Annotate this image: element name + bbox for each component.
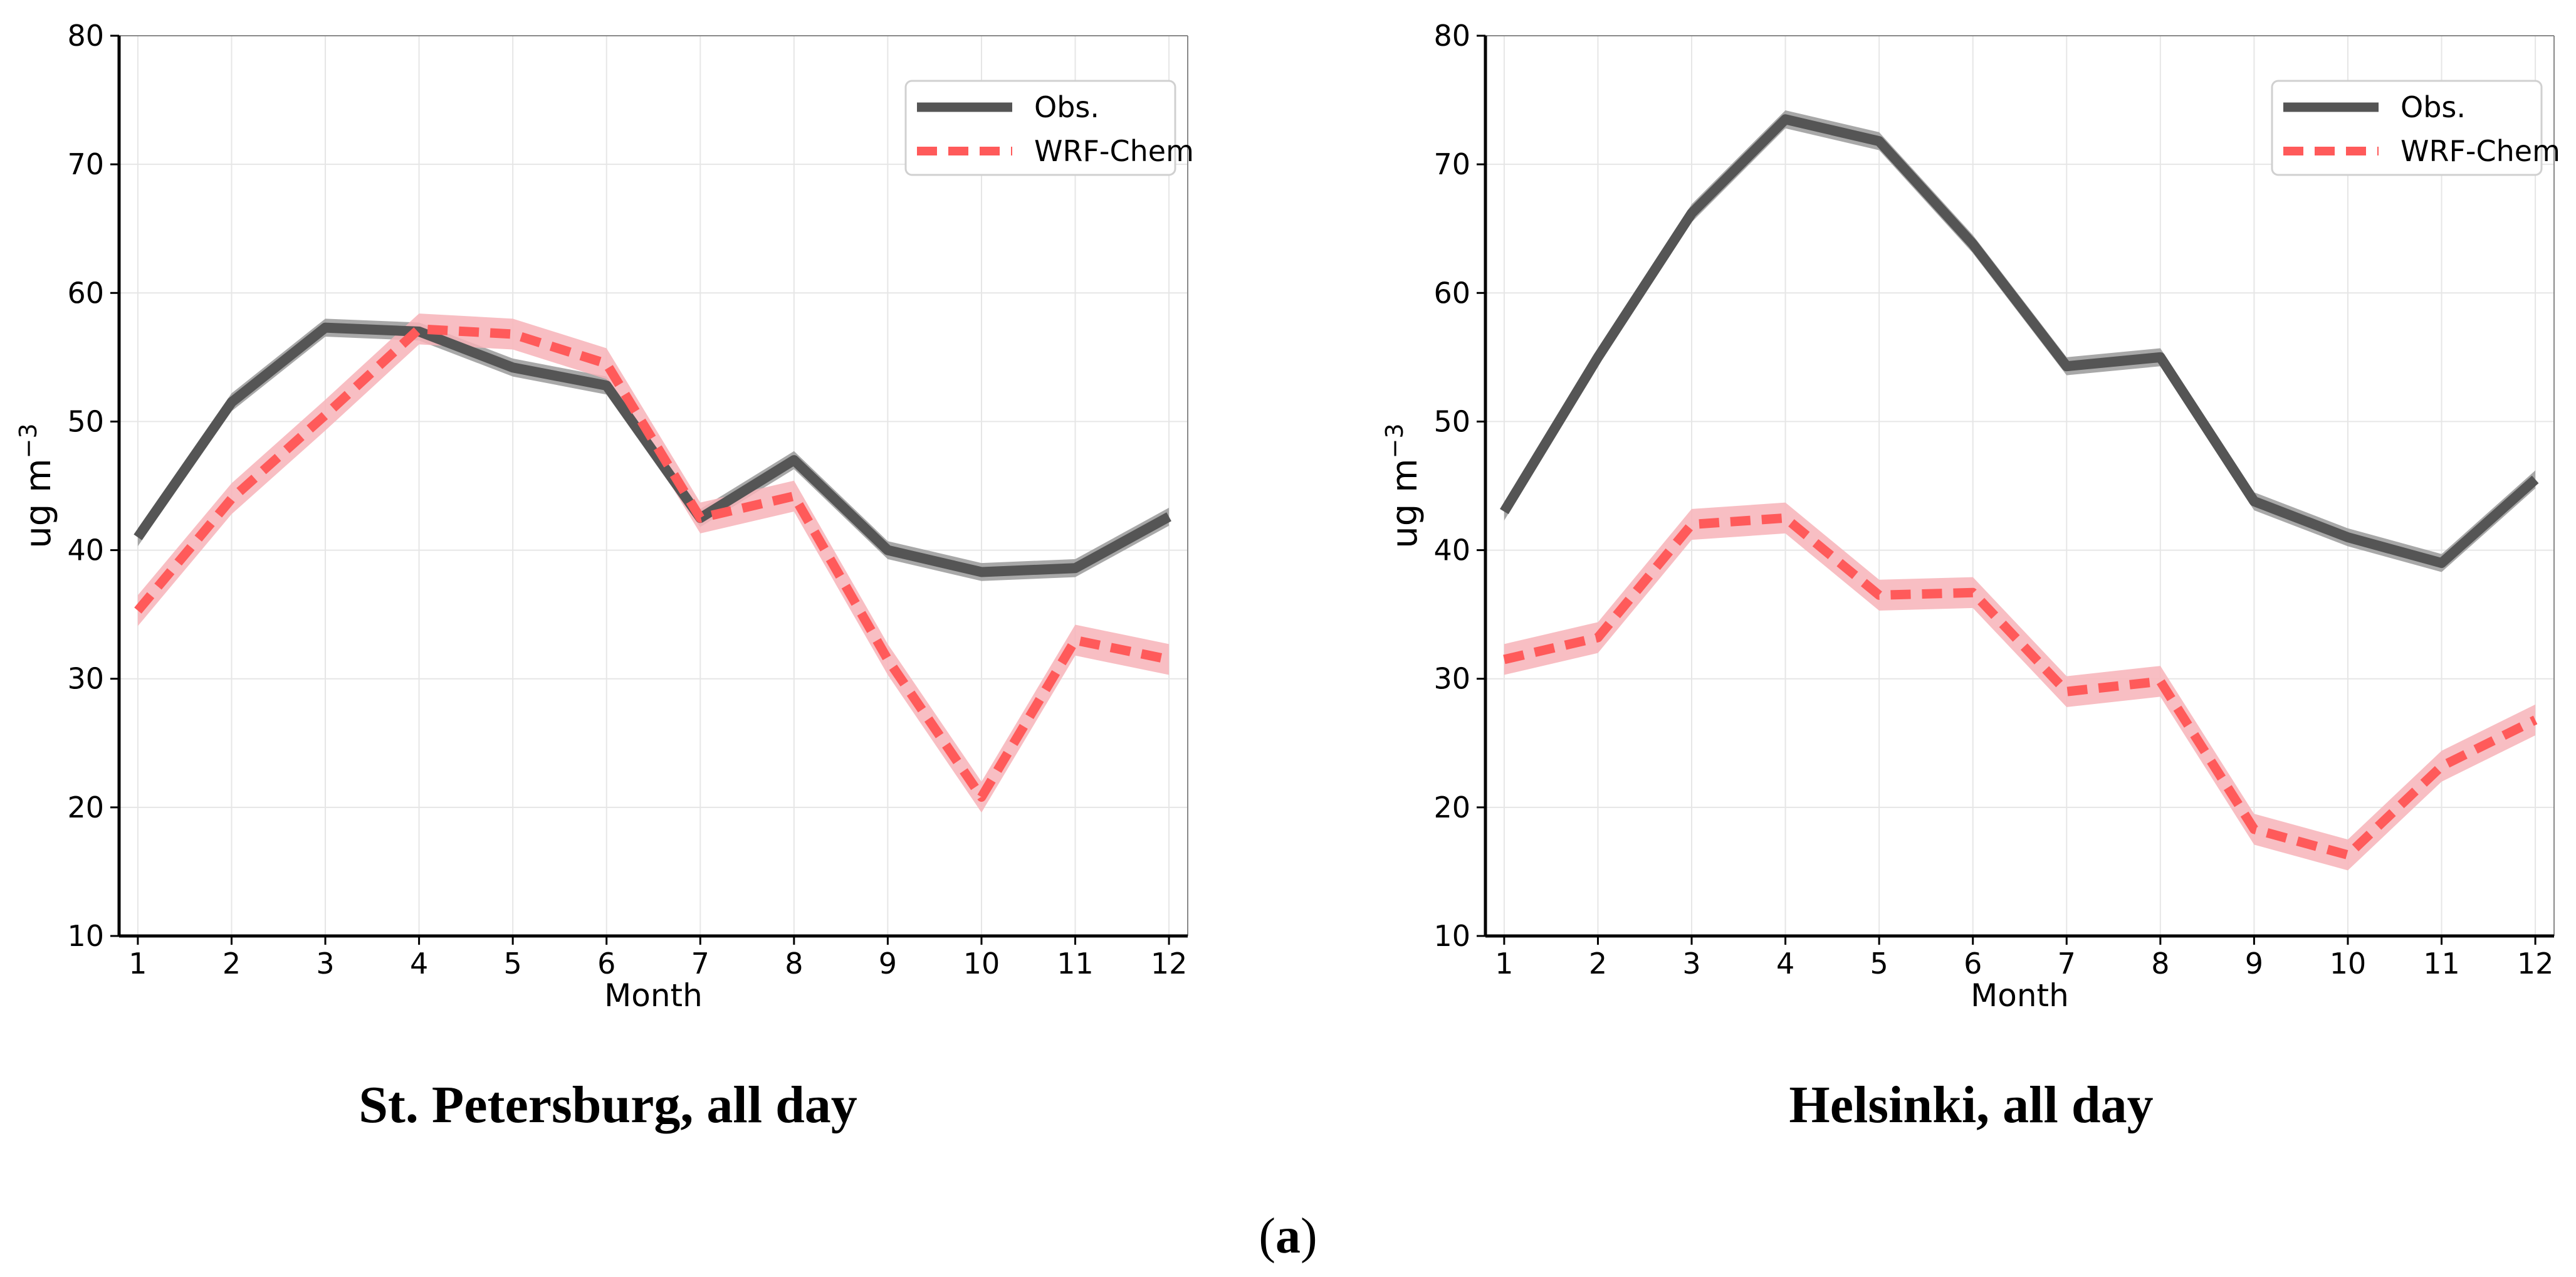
chart-1-obs-series-line — [1500, 114, 2539, 569]
chart-0-y-axis-label-exponent: −3 — [14, 423, 42, 458]
chart-1-x-tick-label: 4 — [1776, 947, 1794, 980]
chart-0-y-axis-label-base: ug m — [18, 458, 59, 548]
chart-1-x-tick-label: 8 — [2151, 947, 2169, 980]
chart-0-x-tick-label: 5 — [504, 947, 522, 980]
chart-1-y-axis-label-exponent: −3 — [1381, 423, 1408, 458]
chart-1-x-tick-label: 11 — [2423, 947, 2460, 980]
chart-caption-helsinki: Helsinki, all day — [1789, 1076, 2153, 1134]
chart-0-y-tick-label: 70 — [67, 147, 104, 181]
chart-1-y-axis-label-base: ug m — [1385, 458, 1425, 548]
chart-0-x-tick-label: 11 — [1057, 947, 1094, 980]
chart-1-legend-label-obs: Obs. — [2401, 90, 2466, 124]
chart-1-model-series-line — [1503, 513, 2538, 860]
figure-label: (a) — [1259, 1209, 1317, 1264]
chart-0-x-tick-label: 6 — [597, 947, 615, 980]
chart-1-y-tick-label: 70 — [1433, 147, 1470, 181]
chart-1-x-tick-label: 7 — [2058, 947, 2076, 980]
chart-1-x-tick-label: 1 — [1495, 947, 1513, 980]
chart-1-y-tick-label: 60 — [1433, 276, 1470, 310]
chart-0-y-tick-label: 30 — [67, 662, 104, 696]
chart-0-y-tick-label: 80 — [67, 19, 104, 53]
chart-0-y-tick-label: 50 — [67, 404, 104, 438]
chart-1-y-tick-label: 50 — [1433, 404, 1470, 438]
chart-1-y-tick-label: 10 — [1433, 919, 1470, 953]
chart-0-x-tick-label: 8 — [785, 947, 803, 980]
chart-0-x-tick-label: 4 — [410, 947, 428, 980]
figure-label-open: ( — [1259, 1209, 1275, 1264]
chart-0-legend-label-model: WRF-Chem — [1034, 134, 1194, 168]
chart-1-y-tick-label: 80 — [1433, 19, 1470, 53]
chart-1-x-tick-label: 5 — [1870, 947, 1888, 980]
chart-caption-st-petersburg: St. Petersburg, all day — [359, 1076, 857, 1134]
chart-0-y-tick-label: 10 — [67, 919, 104, 953]
chart-0-x-axis-label: Month — [604, 977, 703, 1014]
chart-0-obs-series-line — [134, 322, 1171, 577]
chart-0-y-tick-label: 20 — [67, 791, 104, 824]
chart-0-x-tick-label: 1 — [128, 947, 147, 980]
chart-0-model-uncertainty-band — [137, 313, 1170, 813]
chart-1-x-tick-label: 10 — [2330, 947, 2367, 980]
chart-1-legend-label-model: WRF-Chem — [2401, 134, 2560, 168]
chart-0-x-tick-label: 9 — [879, 947, 897, 980]
chart-1-y-tick-label: 20 — [1433, 791, 1470, 824]
chart-1-obs-uncertainty-band — [1504, 110, 2536, 572]
chart-0-x-tick-label: 12 — [1151, 947, 1188, 980]
chart-0-y-tick-label: 60 — [67, 276, 104, 310]
chart-1-y-tick-label: 40 — [1433, 533, 1470, 567]
chart-1-legend: Obs. WRF-Chem — [2271, 80, 2560, 176]
chart-1-x-tick-label: 3 — [1682, 947, 1700, 980]
chart-0-y-axis-label: ug m−3 — [14, 423, 59, 548]
chart-1-x-tick-label: 9 — [2245, 947, 2263, 980]
chart-0-legend: Obs. WRF-Chem — [904, 80, 1194, 176]
chart-1-x-tick-label: 6 — [1964, 947, 1982, 980]
figure-label-close: ) — [1301, 1209, 1317, 1264]
chart-0-x-tick-label: 3 — [316, 947, 334, 980]
chart-1-x-tick-label: 12 — [2517, 947, 2554, 980]
chart-0-x-tick-label: 2 — [223, 947, 241, 980]
chart-0-x-tick-label: 10 — [963, 947, 1000, 980]
chart-0-x-tick-label: 7 — [691, 947, 709, 980]
chart-0-y-tick-label: 40 — [67, 533, 104, 567]
chart-1-y-axis-label: ug m−3 — [1381, 423, 1425, 548]
chart-1-x-tick-label: 2 — [1589, 947, 1607, 980]
chart-1-y-tick-label: 30 — [1433, 662, 1470, 696]
chart-1-x-axis-label: Month — [1971, 977, 2069, 1014]
figure-label-letter: a — [1275, 1209, 1301, 1264]
chart-0-legend-label-obs: Obs. — [1034, 90, 1099, 124]
